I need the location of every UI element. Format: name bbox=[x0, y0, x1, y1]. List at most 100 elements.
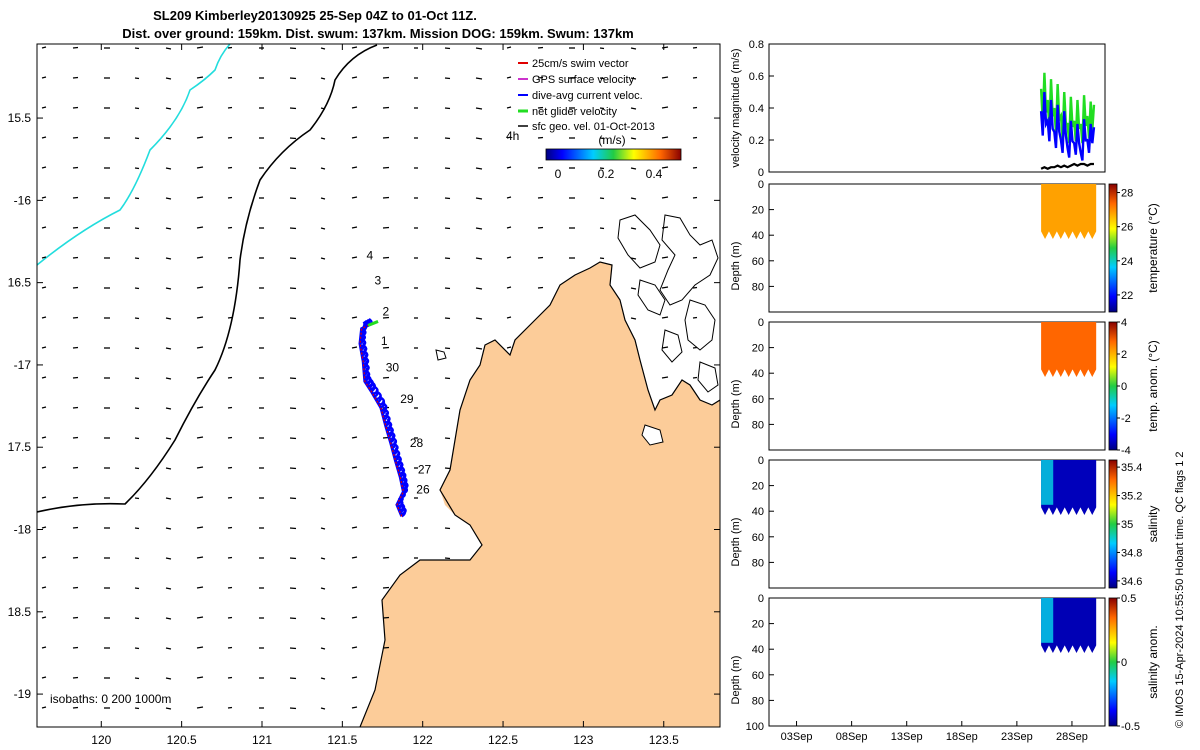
geo-vector bbox=[599, 137, 605, 140]
geo-vector bbox=[196, 166, 204, 169]
geo-vector bbox=[227, 406, 233, 409]
geo-vector bbox=[165, 497, 172, 500]
geo-vector bbox=[41, 466, 47, 469]
geo-vector bbox=[227, 646, 233, 649]
sal_anom-cbtick: 0.5 bbox=[1121, 593, 1136, 605]
geo-vector bbox=[537, 106, 544, 109]
sal_anom-ytick: 80 bbox=[752, 695, 764, 707]
geo-vector bbox=[227, 76, 233, 79]
geo-vector bbox=[196, 436, 204, 439]
temp_anom-ylabel: Depth (m) bbox=[730, 380, 742, 429]
geo-vector bbox=[134, 707, 140, 710]
geo-vector bbox=[41, 376, 47, 379]
temp_anom-heatmap bbox=[1041, 322, 1097, 378]
geo-vector bbox=[289, 77, 297, 80]
geo-vector bbox=[382, 496, 390, 499]
geo-vector bbox=[72, 586, 79, 589]
geo-vector bbox=[382, 196, 390, 199]
geo-vector bbox=[320, 137, 326, 140]
geo-vector bbox=[227, 466, 233, 469]
temp_anom-ytick: 60 bbox=[752, 394, 764, 406]
geo-vector bbox=[661, 316, 669, 319]
geo-vector bbox=[289, 707, 297, 710]
temp_anom-ytick: 80 bbox=[752, 419, 764, 431]
geo-vector bbox=[72, 46, 79, 49]
geo-vector bbox=[320, 287, 326, 290]
geo-vector bbox=[72, 196, 79, 199]
geo-vector bbox=[320, 377, 326, 380]
geo-vector bbox=[661, 286, 669, 289]
geo-vector bbox=[196, 526, 204, 529]
colorbar-tick-2: 0.4 bbox=[646, 167, 663, 181]
temp_anom-cbtick: 2 bbox=[1121, 349, 1127, 361]
geo-vector bbox=[599, 167, 605, 170]
sal_anom-colorbar bbox=[1108, 597, 1118, 727]
geo-vector bbox=[289, 407, 297, 410]
geo-vector bbox=[196, 46, 204, 49]
geo-vector bbox=[599, 47, 605, 50]
map-frame bbox=[36, 43, 721, 728]
geo-vector bbox=[289, 287, 297, 290]
geo-vector bbox=[41, 106, 47, 109]
geo-vector bbox=[320, 617, 326, 620]
geo-vector bbox=[692, 226, 698, 229]
geo-vector bbox=[444, 527, 451, 530]
geo-vector bbox=[72, 616, 79, 619]
geo-vector bbox=[537, 46, 544, 49]
geo-vector bbox=[351, 586, 358, 589]
geo-vector bbox=[351, 106, 358, 109]
geo-vector bbox=[41, 496, 47, 499]
geo-vector bbox=[196, 466, 204, 469]
geo-vector bbox=[289, 617, 297, 620]
geo-vector bbox=[196, 256, 204, 259]
geo-vector bbox=[289, 197, 297, 200]
salinity-ytick: 80 bbox=[752, 557, 764, 569]
geo-vector bbox=[382, 586, 390, 589]
temperature-ytick: 0 bbox=[758, 179, 764, 191]
geo-vector bbox=[599, 107, 605, 110]
sal_anom-ytick: 40 bbox=[752, 644, 764, 656]
geo-vector bbox=[165, 407, 172, 410]
temperature-panel: 0 20 40 60 80 Depth (m) 28 26 24 22 temperature (°… bbox=[730, 179, 1160, 313]
map-xtick-label: 121 bbox=[252, 733, 272, 747]
geo-vector bbox=[382, 76, 390, 79]
geo-vector bbox=[196, 316, 204, 319]
geo-vector bbox=[196, 346, 204, 349]
geo-vector bbox=[134, 467, 140, 470]
geo-vector bbox=[506, 226, 512, 229]
geo-vector bbox=[227, 526, 233, 529]
geo-vector bbox=[320, 707, 326, 710]
temp_anom-cbtick: -4 bbox=[1121, 445, 1131, 457]
geo-vector bbox=[196, 226, 204, 229]
geo-vector bbox=[320, 227, 326, 230]
geo-vector bbox=[444, 167, 451, 170]
geo-vector bbox=[630, 287, 637, 290]
day-label: 29 bbox=[400, 392, 414, 406]
geo-vector bbox=[444, 467, 451, 470]
geo-vector bbox=[351, 76, 358, 79]
salinity-panel: 0 20 40 60 80 Depth (m) 35.4 35.2 35 34.8 34.6 sali… bbox=[730, 455, 1160, 589]
geo-vector bbox=[599, 227, 605, 230]
geo-vector bbox=[41, 586, 47, 589]
legend-gps: GPS surface velocity bbox=[532, 74, 635, 86]
geo-vector bbox=[72, 646, 79, 649]
velocity-ytick: 0.8 bbox=[749, 39, 764, 51]
geo-vector bbox=[661, 256, 669, 259]
velocity-ytick: 0.6 bbox=[749, 71, 764, 83]
geo-vector bbox=[165, 707, 172, 710]
salinity-ytick: 60 bbox=[752, 532, 764, 544]
geo-vector bbox=[196, 196, 204, 199]
geo-vector bbox=[165, 617, 172, 620]
temperature-ylabel: Depth (m) bbox=[730, 242, 742, 291]
geo-vector bbox=[134, 497, 140, 500]
geo-vector bbox=[382, 466, 390, 469]
geo-vector bbox=[227, 196, 233, 199]
geo-vector bbox=[630, 197, 637, 200]
geo-vector bbox=[382, 376, 390, 379]
geo-vector bbox=[382, 166, 390, 169]
geo-vector bbox=[165, 137, 172, 140]
geo-vector bbox=[41, 136, 47, 139]
geo-vector bbox=[475, 77, 483, 80]
geo-vector bbox=[382, 346, 390, 349]
geo-vector bbox=[444, 137, 451, 140]
